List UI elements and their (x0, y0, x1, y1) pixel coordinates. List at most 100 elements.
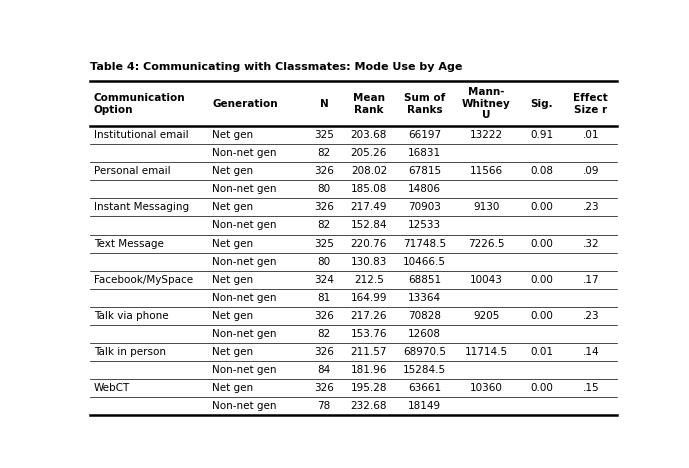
Text: 0.00: 0.00 (531, 203, 553, 212)
Text: Non-net gen: Non-net gen (212, 184, 277, 195)
Text: Non-net gen: Non-net gen (212, 292, 277, 303)
Text: 326: 326 (314, 383, 334, 393)
Text: Talk via phone: Talk via phone (94, 311, 168, 321)
Text: 66197: 66197 (408, 131, 441, 140)
Text: 70903: 70903 (408, 203, 441, 212)
Text: 232.68: 232.68 (351, 401, 387, 411)
Text: .09: .09 (583, 167, 599, 176)
Text: 9130: 9130 (473, 203, 500, 212)
Text: Sum of
Ranks: Sum of Ranks (404, 93, 445, 115)
Text: 185.08: 185.08 (351, 184, 387, 195)
Text: .14: .14 (582, 347, 599, 357)
Text: 324: 324 (314, 275, 334, 285)
Text: Communication
Option: Communication Option (94, 93, 185, 115)
Text: 13222: 13222 (470, 131, 503, 140)
Text: 63661: 63661 (408, 383, 441, 393)
Text: 152.84: 152.84 (351, 220, 387, 231)
Text: 14806: 14806 (408, 184, 441, 195)
Text: Institutional email: Institutional email (94, 131, 188, 140)
Text: 18149: 18149 (408, 401, 441, 411)
Text: 12608: 12608 (408, 329, 441, 339)
Text: 0.08: 0.08 (531, 167, 553, 176)
Text: 217.49: 217.49 (351, 203, 387, 212)
Text: 82: 82 (318, 148, 331, 158)
Text: 0.00: 0.00 (531, 311, 553, 321)
Text: 130.83: 130.83 (351, 256, 387, 267)
Text: 211.57: 211.57 (351, 347, 387, 357)
Text: 181.96: 181.96 (351, 365, 387, 375)
Text: .15: .15 (582, 383, 599, 393)
Text: 203.68: 203.68 (351, 131, 387, 140)
Text: 16831: 16831 (408, 148, 441, 158)
Text: Facebook/MySpace: Facebook/MySpace (94, 275, 193, 285)
Text: Net gen: Net gen (212, 239, 254, 249)
Text: 10360: 10360 (470, 383, 503, 393)
Text: .01: .01 (583, 131, 599, 140)
Text: 12533: 12533 (408, 220, 441, 231)
Text: Net gen: Net gen (212, 347, 254, 357)
Text: WebCT: WebCT (94, 383, 130, 393)
Text: .32: .32 (582, 239, 599, 249)
Text: 82: 82 (318, 329, 331, 339)
Text: Net gen: Net gen (212, 275, 254, 285)
Text: 13364: 13364 (408, 292, 441, 303)
Text: 0.91: 0.91 (531, 131, 553, 140)
Text: 0.01: 0.01 (531, 347, 553, 357)
Text: 15284.5: 15284.5 (403, 365, 446, 375)
Text: 0.00: 0.00 (531, 383, 553, 393)
Text: .23: .23 (582, 311, 599, 321)
Text: Non-net gen: Non-net gen (212, 365, 277, 375)
Text: 84: 84 (318, 365, 331, 375)
Text: Net gen: Net gen (212, 311, 254, 321)
Text: 153.76: 153.76 (351, 329, 387, 339)
Text: 164.99: 164.99 (351, 292, 387, 303)
Text: 326: 326 (314, 167, 334, 176)
Text: Non-net gen: Non-net gen (212, 256, 277, 267)
Text: 11714.5: 11714.5 (465, 347, 508, 357)
Text: 0.00: 0.00 (531, 275, 553, 285)
Text: 326: 326 (314, 203, 334, 212)
Text: 70828: 70828 (408, 311, 441, 321)
Text: 217.26: 217.26 (351, 311, 387, 321)
Text: Net gen: Net gen (212, 167, 254, 176)
Text: 9205: 9205 (473, 311, 500, 321)
Text: 7226.5: 7226.5 (469, 239, 505, 249)
Text: Mean
Rank: Mean Rank (353, 93, 385, 115)
Text: .23: .23 (582, 203, 599, 212)
Text: 195.28: 195.28 (351, 383, 387, 393)
Text: 68851: 68851 (408, 275, 441, 285)
Text: Net gen: Net gen (212, 203, 254, 212)
Text: 67815: 67815 (408, 167, 441, 176)
Text: 80: 80 (318, 256, 331, 267)
Text: Net gen: Net gen (212, 383, 254, 393)
Text: Personal email: Personal email (94, 167, 170, 176)
Text: 68970.5: 68970.5 (403, 347, 446, 357)
Text: N: N (320, 99, 329, 109)
Text: Table 4: Communicating with Classmates: Mode Use by Age: Table 4: Communicating with Classmates: … (90, 62, 463, 72)
Text: Effect
Size r: Effect Size r (573, 93, 608, 115)
Text: 11566: 11566 (470, 167, 503, 176)
Text: 81: 81 (318, 292, 331, 303)
Text: 10043: 10043 (470, 275, 503, 285)
Text: Text Message: Text Message (94, 239, 163, 249)
Text: 205.26: 205.26 (351, 148, 387, 158)
Text: Instant Messaging: Instant Messaging (94, 203, 189, 212)
Text: 208.02: 208.02 (351, 167, 387, 176)
Text: Mann-
Whitney
U: Mann- Whitney U (462, 88, 511, 120)
Text: Generation: Generation (212, 99, 278, 109)
Text: 212.5: 212.5 (354, 275, 384, 285)
Text: Sig.: Sig. (531, 99, 553, 109)
Text: Non-net gen: Non-net gen (212, 329, 277, 339)
Text: 0.00: 0.00 (531, 239, 553, 249)
Text: 80: 80 (318, 184, 331, 195)
Text: .17: .17 (582, 275, 599, 285)
Text: 78: 78 (318, 401, 331, 411)
Text: Non-net gen: Non-net gen (212, 220, 277, 231)
Text: 326: 326 (314, 311, 334, 321)
Text: 10466.5: 10466.5 (403, 256, 446, 267)
Text: Non-net gen: Non-net gen (212, 401, 277, 411)
Text: 220.76: 220.76 (351, 239, 387, 249)
Text: 71748.5: 71748.5 (403, 239, 446, 249)
Text: 82: 82 (318, 220, 331, 231)
Text: 326: 326 (314, 347, 334, 357)
